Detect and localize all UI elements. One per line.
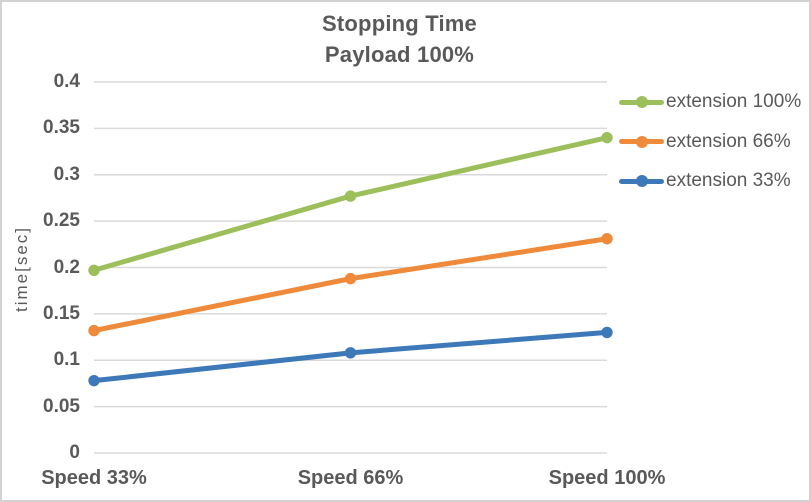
data-point-marker: [88, 324, 100, 337]
y-tick-label: 0: [69, 442, 80, 463]
y-tick-label: 0.35: [43, 117, 80, 139]
series-line: [91, 236, 610, 334]
legend-dot-icon: [635, 175, 648, 187]
chart-title: Stopping Time Payload 100%: [2, 8, 797, 70]
y-tick-label: 0.3: [53, 163, 80, 185]
legend-item: extension 66%: [619, 129, 791, 155]
chart-title-line1: Stopping Time: [322, 11, 477, 36]
legend-label: extension 66%: [666, 130, 791, 152]
legend-item: extension 33%: [619, 168, 791, 194]
x-category-label: Speed 66%: [297, 467, 404, 489]
y-tick-label: 0.1: [53, 349, 80, 371]
x-category-label: Speed 33%: [41, 467, 147, 489]
legend-label: extension 100%: [666, 91, 802, 112]
data-point-marker: [88, 374, 100, 387]
y-tick-label: 0.15: [43, 302, 80, 324]
data-point-marker: [601, 326, 613, 339]
legend-label: extension 33%: [666, 170, 791, 191]
legend-line-marker-icon: [619, 96, 664, 108]
data-point-marker: [344, 190, 357, 202]
data-point-marker: [344, 272, 357, 285]
legend-line-marker-icon: [619, 135, 664, 148]
data-point-marker: [344, 347, 357, 359]
legend-dot-icon: [635, 135, 648, 148]
data-point-marker: [601, 233, 613, 245]
legend-line-marker-icon: [619, 175, 664, 187]
y-tick-label: 0.25: [43, 210, 80, 232]
x-category-label: Speed 100%: [548, 467, 666, 489]
legend-item: extension 100%: [619, 89, 801, 115]
y-tick-label: 0.4: [53, 71, 80, 92]
y-tick-label: 0.2: [53, 256, 80, 278]
chart-title-line2: Payload 100%: [324, 42, 475, 67]
legend-dot-icon: [635, 96, 648, 108]
y-tick-label: 0.05: [43, 395, 80, 417]
data-point-marker: [88, 264, 100, 276]
data-point-marker: [601, 131, 613, 144]
